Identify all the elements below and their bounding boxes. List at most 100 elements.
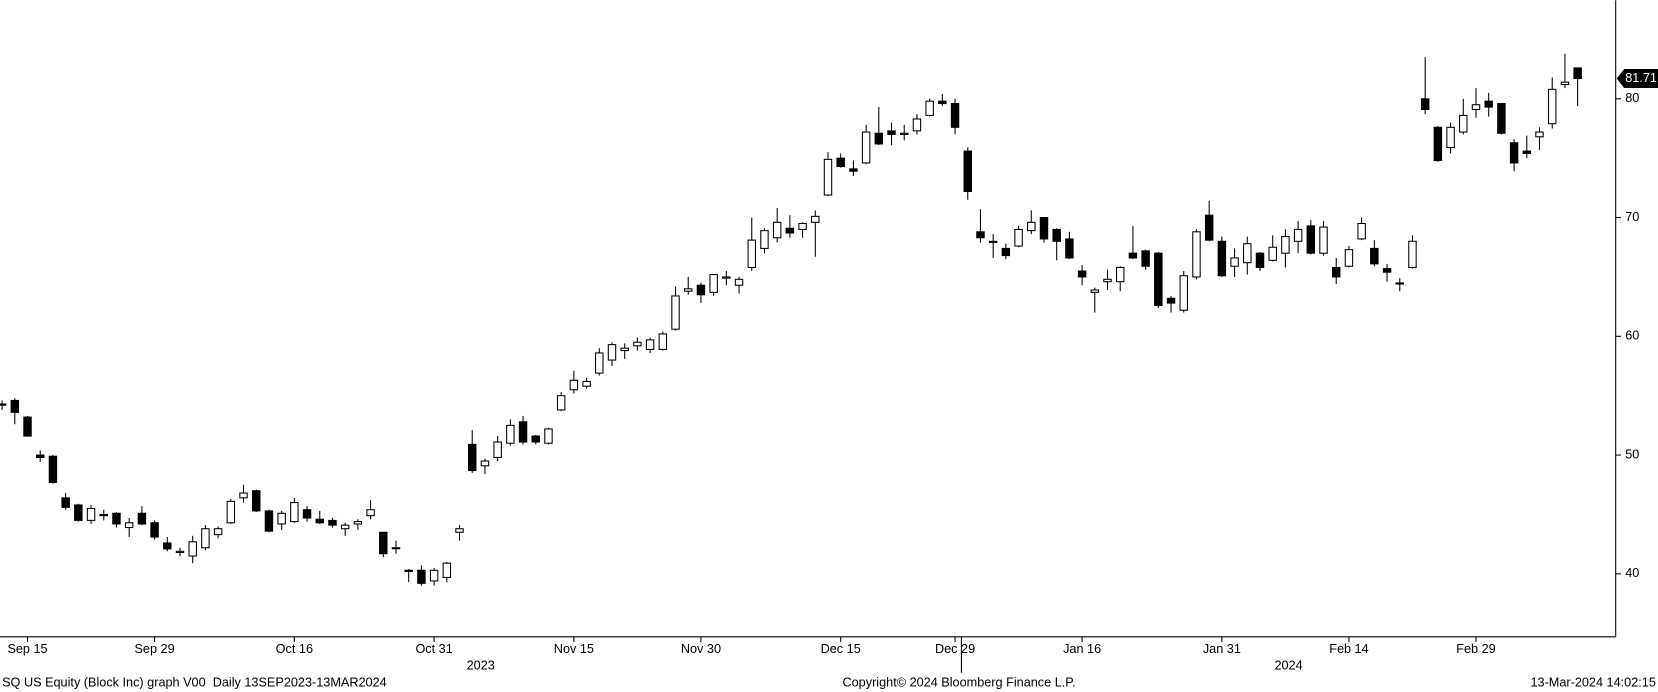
candle-body [36, 454, 45, 458]
last-price-label: 81.71 [1625, 71, 1657, 85]
candle-body [1217, 240, 1227, 277]
candle-body [290, 502, 299, 523]
candle-body [1509, 142, 1519, 164]
candle-body [1077, 270, 1087, 278]
x-tick-label: Jan 16 [1063, 642, 1101, 656]
candle-body [1154, 252, 1163, 306]
candle-body [429, 569, 439, 582]
candle-body [74, 504, 83, 521]
candle-body [734, 278, 744, 286]
candle-body [887, 130, 896, 135]
candle-body [1547, 88, 1557, 125]
y-tick-label: 40 [1625, 566, 1639, 580]
candle-body [1255, 252, 1265, 268]
candle-body [1243, 243, 1252, 264]
x-tick-label: Oct 31 [415, 642, 452, 656]
candle-body [874, 132, 884, 145]
candle-body [1128, 252, 1138, 259]
x-group-label: 2023 [467, 659, 495, 673]
candle-body [544, 428, 553, 444]
candle-body [595, 352, 604, 374]
candle-body [1471, 104, 1481, 111]
x-tick-label: Dec 15 [821, 642, 861, 656]
last-price-marker [1616, 68, 1658, 89]
candle-body [188, 541, 197, 557]
candle-body [277, 512, 286, 525]
candle-body [1420, 98, 1430, 111]
candle-body [938, 100, 947, 105]
candle-body [531, 435, 540, 443]
candle-body [1497, 103, 1506, 134]
candle-body [1344, 249, 1354, 267]
candle-body [252, 490, 261, 512]
x-tick-label: Jan 31 [1203, 642, 1241, 656]
x-tick-label: Feb 29 [1456, 642, 1495, 656]
candle-body [1319, 226, 1328, 254]
candle-body [1573, 67, 1582, 80]
candle-body [607, 344, 617, 361]
y-tick-label: 60 [1625, 329, 1639, 343]
candle-body [1230, 257, 1239, 267]
candle-body [1395, 282, 1404, 285]
candle-body [99, 513, 108, 517]
candle-body [633, 341, 642, 347]
y-tick-label: 50 [1625, 447, 1639, 461]
candle-body [658, 333, 668, 350]
candle-body [785, 227, 795, 234]
candle-body [1027, 221, 1036, 232]
candle-body [772, 221, 782, 239]
candle-body [1179, 275, 1188, 311]
x-tick-label: Sep 15 [7, 642, 47, 656]
candle-body [1281, 236, 1290, 254]
candle-body [518, 421, 528, 443]
candle-body [1522, 150, 1532, 154]
candle-body [747, 239, 756, 268]
candle-body [1306, 225, 1316, 254]
candle-body [366, 509, 375, 517]
candle-body [1103, 278, 1112, 283]
candle-body [798, 222, 807, 230]
candle-body [1014, 228, 1023, 247]
candle-body [1459, 114, 1468, 133]
candle-body [1039, 217, 1049, 240]
candle-body [315, 518, 324, 524]
candle-body [569, 379, 579, 391]
candle-body [61, 497, 70, 508]
candle-body [1446, 126, 1455, 149]
candle-body [1141, 250, 1150, 267]
candle-body [899, 132, 909, 135]
candle-body [264, 510, 274, 532]
footer-left: SQ US Equity (Block Inc) graph V00 Daily… [2, 676, 387, 690]
candle-body [1331, 266, 1341, 278]
candle-body [442, 562, 452, 578]
candle-body [328, 519, 337, 526]
candle-body [150, 522, 159, 538]
candle-body [1001, 247, 1011, 257]
candle-body [404, 569, 413, 572]
candle-body [455, 528, 464, 533]
candle-body [48, 455, 58, 483]
candle-body [976, 231, 985, 239]
candle-body [1293, 228, 1303, 242]
candle-body [696, 284, 706, 296]
candle-body [1268, 246, 1277, 261]
x-tick-label: Nov 15 [554, 642, 594, 656]
candle-body [1166, 297, 1176, 304]
candle-body [124, 522, 134, 529]
candle-body [836, 157, 845, 168]
candle-body [1192, 231, 1201, 278]
candle-body [849, 168, 858, 172]
candle-body [671, 295, 680, 330]
candle-body [23, 416, 32, 437]
x-tick-label: Dec 29 [935, 642, 975, 656]
candle-body [963, 150, 972, 192]
candle-body [709, 274, 718, 293]
candle-body [1090, 289, 1100, 293]
candle-body [480, 460, 490, 467]
x-tick-label: Sep 29 [134, 642, 174, 656]
candle-body [353, 521, 363, 525]
footer-center: Copyright© 2024 Bloomberg Finance L.P. [842, 676, 1075, 690]
candle-body [340, 524, 350, 530]
candle-body [239, 492, 248, 499]
